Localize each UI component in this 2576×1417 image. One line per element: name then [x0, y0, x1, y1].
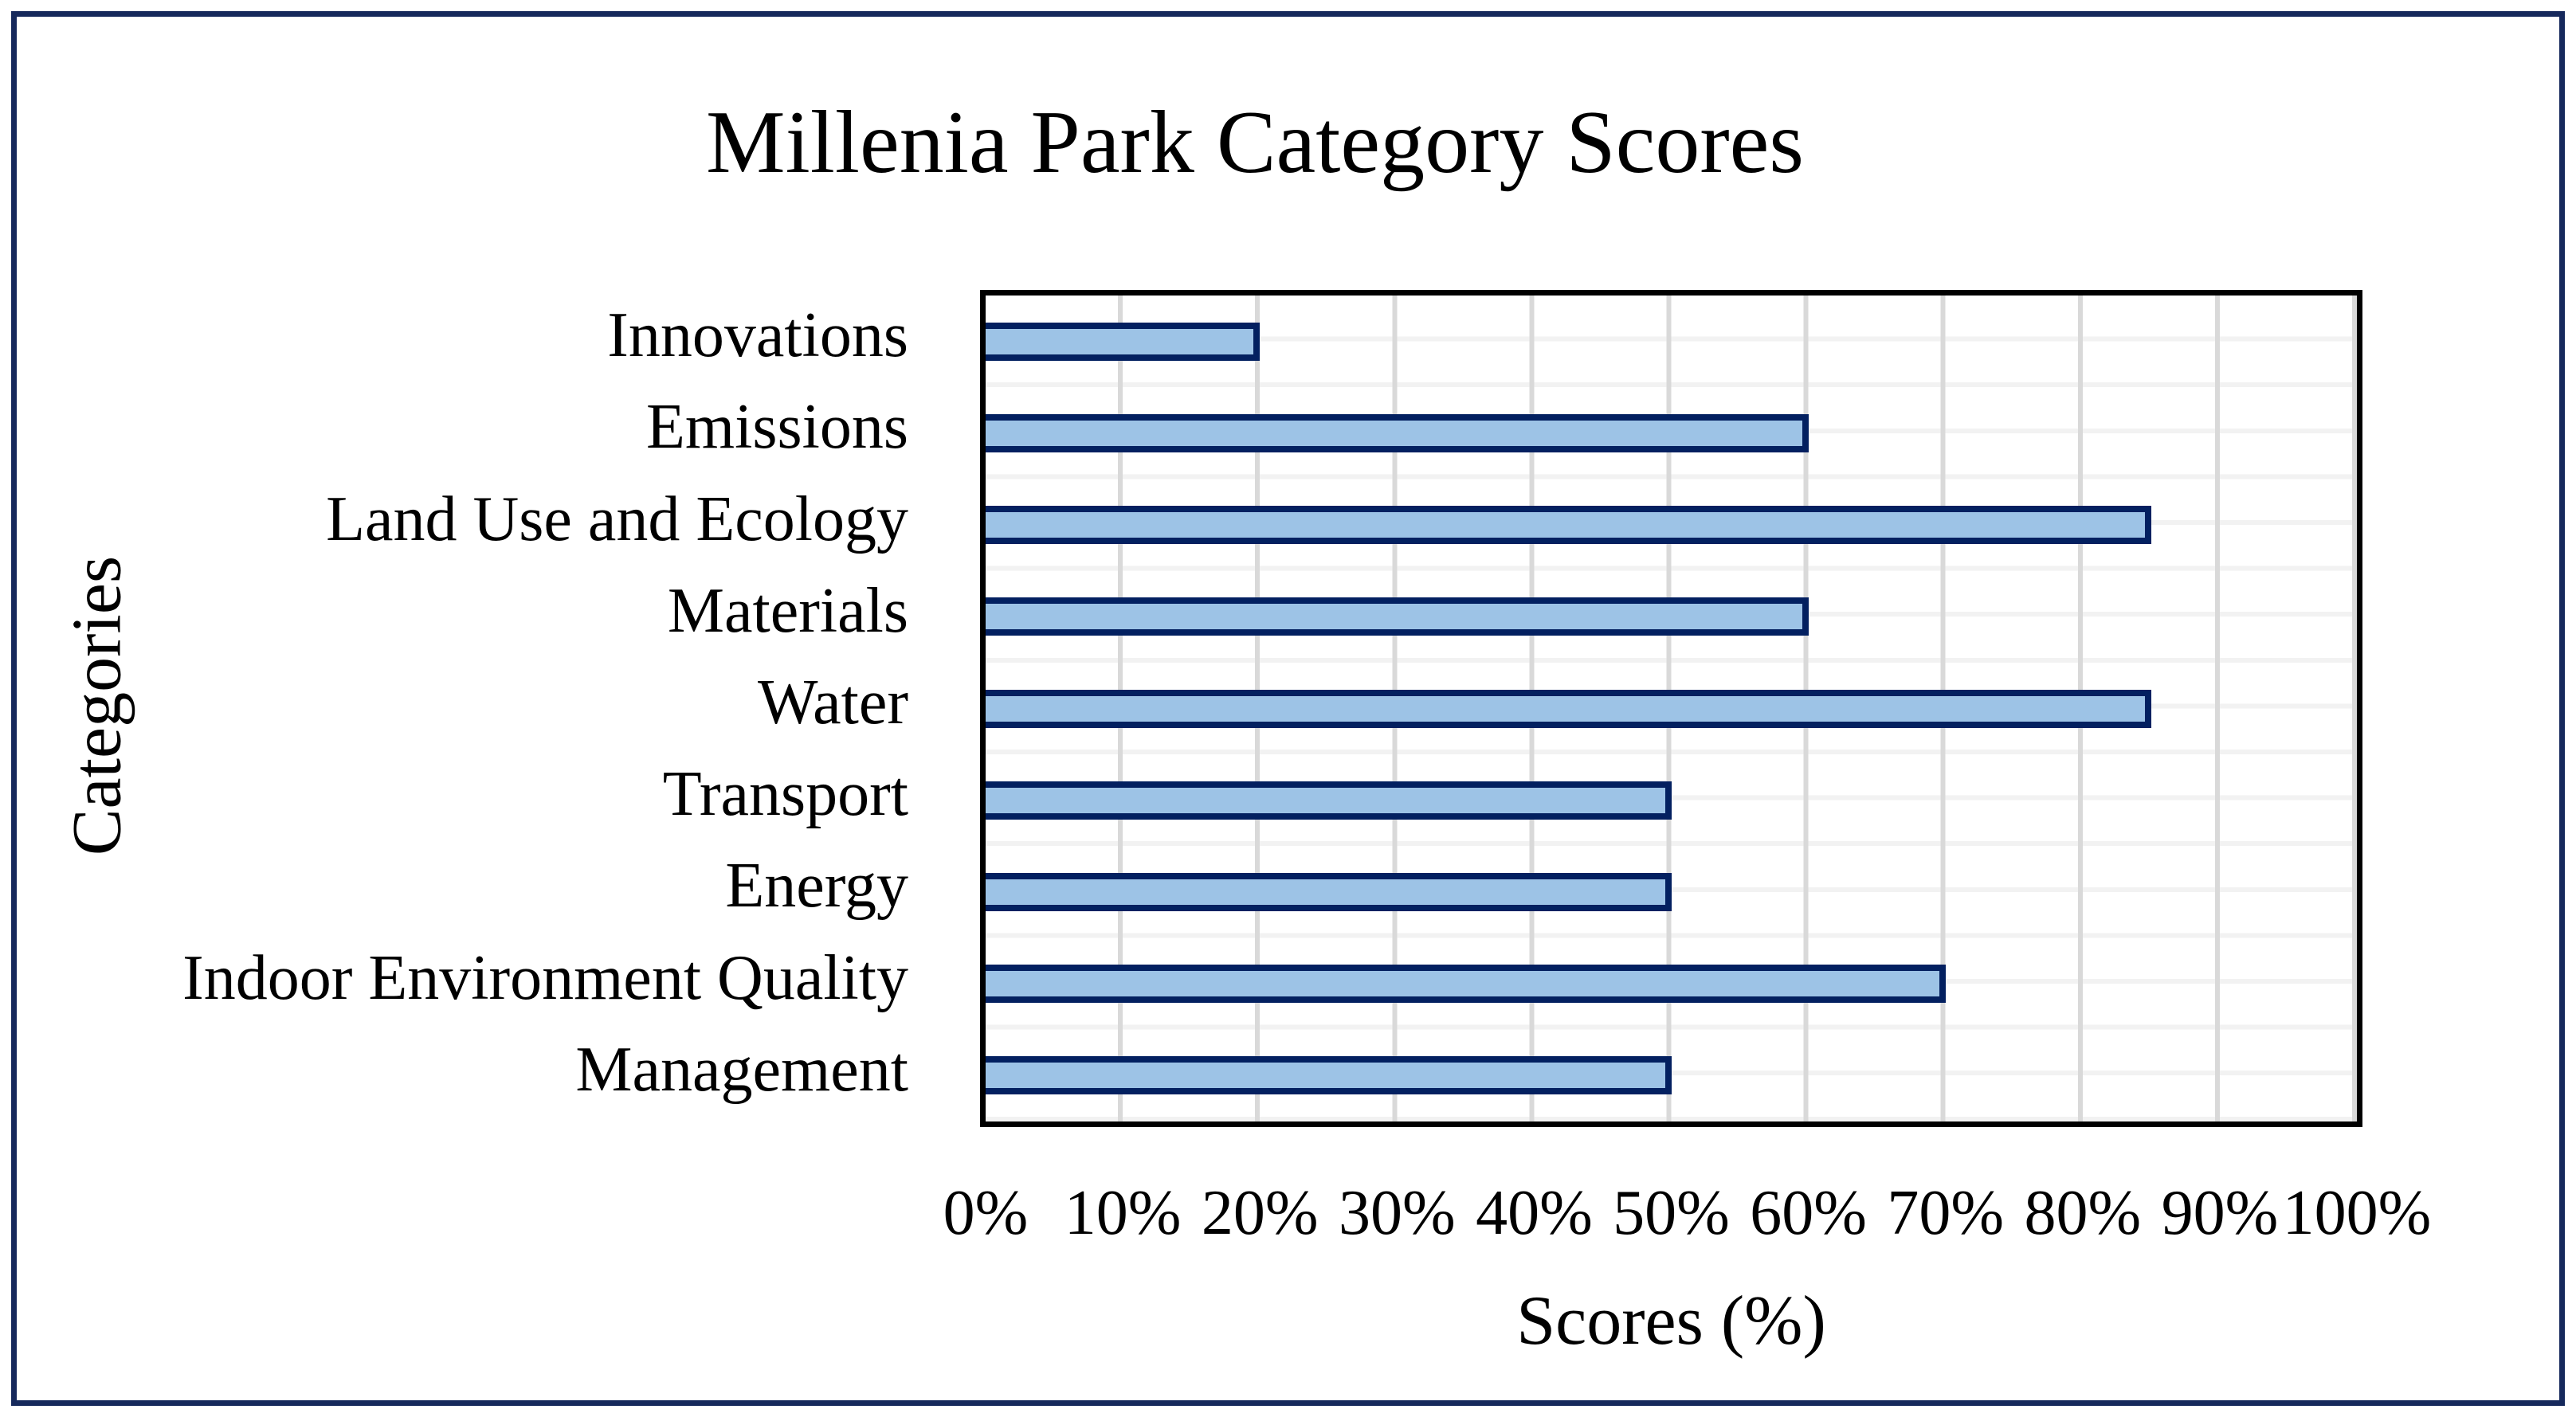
x-tick-90pct: 90% — [2161, 1178, 2279, 1248]
category-label-land-use-and-ecology: Land Use and Ecology — [326, 483, 908, 554]
x-tick-0pct: 0% — [943, 1178, 1029, 1248]
bar-innovations — [986, 322, 1261, 361]
x-axis-title: Scores (%) — [1516, 1282, 1826, 1360]
bar-emissions — [986, 413, 1809, 452]
category-label-emissions: Emissions — [646, 392, 908, 463]
bar-energy — [986, 872, 1672, 911]
x-axis-tick-labels: 0% 10% 20% 30% 40% 50% 60% 70% 80% 90% 100% — [943, 1177, 2432, 1249]
x-tick-50pct: 50% — [1613, 1178, 1730, 1248]
category-label-indoor-environment-quality: Indoor Environment Quality — [182, 942, 908, 1013]
category-label-materials: Materials — [667, 575, 908, 646]
category-label-energy: Energy — [725, 851, 908, 922]
chart-title: Millenia Park Category Scores — [706, 93, 1804, 192]
plot-area — [980, 290, 2362, 1127]
category-label-water: Water — [758, 667, 908, 738]
category-label-transport: Transport — [662, 759, 908, 830]
x-tick-60pct: 60% — [1750, 1178, 1867, 1248]
category-label-innovations: Innovations — [607, 300, 908, 371]
bar-water — [986, 689, 2151, 728]
bar-management — [986, 1056, 1672, 1095]
x-tick-100pct: 100% — [2282, 1178, 2432, 1248]
y-axis-labels: Innovations Emissions Land Use and Ecology… — [0, 290, 944, 1127]
bar-materials — [986, 597, 1809, 636]
x-tick-80pct: 80% — [2024, 1178, 2142, 1248]
x-tick-70pct: 70% — [1887, 1178, 2005, 1248]
bar-indoor-environment-quality — [986, 965, 1946, 1004]
bar-transport — [986, 781, 1672, 820]
x-tick-10pct: 10% — [1064, 1178, 1182, 1248]
category-label-management: Management — [575, 1034, 908, 1105]
x-tick-40pct: 40% — [1476, 1178, 1593, 1248]
bar-land-use-and-ecology — [986, 506, 2151, 545]
x-tick-20pct: 20% — [1201, 1178, 1319, 1248]
x-tick-30pct: 30% — [1338, 1178, 1456, 1248]
